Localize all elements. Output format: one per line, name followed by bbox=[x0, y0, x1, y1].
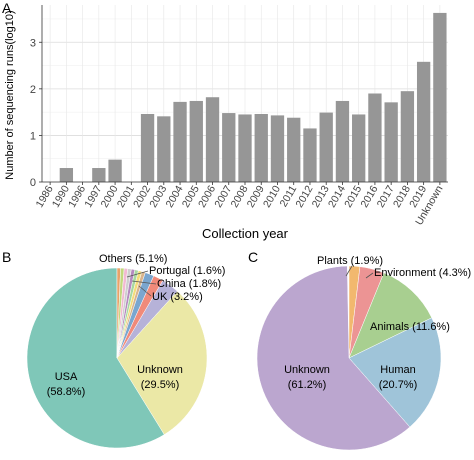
pie-b-label-others: Others (5.1%) bbox=[99, 253, 167, 265]
bar-2012 bbox=[303, 128, 317, 182]
pie-c-label-human: Human bbox=[380, 364, 415, 376]
pie-b-leader-portugal bbox=[126, 270, 149, 278]
pie-b-label-unknown: Unknown bbox=[137, 364, 183, 376]
bar-1990 bbox=[59, 168, 74, 182]
bar-chart-ytick-label: 0 bbox=[30, 177, 36, 189]
pie-b-label-portugal: Portugal (1.6%) bbox=[149, 265, 225, 277]
pie-b-leader-china bbox=[131, 280, 157, 285]
bar-2002 bbox=[140, 113, 155, 182]
pie-c-leader-environment bbox=[365, 272, 374, 279]
bar-2009 bbox=[254, 113, 268, 182]
bar-2014 bbox=[335, 100, 350, 182]
pie-c-slice-animals bbox=[348, 272, 433, 359]
bar-chart-ytick-label: 2 bbox=[30, 84, 36, 96]
pie-b-label-unknown-pct: (29.5%) bbox=[141, 379, 180, 391]
bar-chart-ytick-label: 1 bbox=[30, 130, 36, 142]
pie-b-slice-china bbox=[116, 275, 164, 359]
bar-2004 bbox=[173, 101, 187, 182]
pie-c-label-unknown: Unknown bbox=[284, 364, 330, 376]
pie-b-label-usa: USA bbox=[55, 371, 78, 383]
pie-c-slice-human bbox=[348, 317, 442, 428]
bar-2016 bbox=[368, 93, 382, 182]
bar-2015 bbox=[352, 114, 366, 182]
pie-chart-country bbox=[26, 267, 208, 449]
bar-1997 bbox=[92, 168, 106, 182]
pie-b-slice-unknown bbox=[116, 290, 208, 435]
bar-2007 bbox=[222, 113, 236, 182]
pie-b-label-usa-pct: (58.8%) bbox=[47, 386, 86, 398]
panel-c-letter: C bbox=[248, 249, 258, 265]
bar-2005 bbox=[189, 100, 203, 182]
bar-chart-ytick-label: 3 bbox=[30, 37, 36, 49]
bar-2008 bbox=[238, 114, 252, 182]
pie-c-label-animals: Animals (11.6%) bbox=[370, 321, 450, 333]
bar-chart-ylabel: Number of sequencing runs(log10) bbox=[4, 10, 16, 179]
panel-b-letter: B bbox=[2, 249, 11, 265]
pie-b-label-uk: UK (3.2%) bbox=[152, 291, 203, 303]
pie-c-label-human-pct: (20.7%) bbox=[379, 379, 418, 391]
pie-b-leader-uk bbox=[138, 285, 152, 297]
bar-2018 bbox=[400, 91, 415, 182]
bar-2019 bbox=[416, 61, 431, 182]
bar-chart-xtick-label: 2010 bbox=[261, 183, 283, 209]
pie-b-slice-usa bbox=[26, 267, 165, 449]
bar-chart-xlabel: Collection year bbox=[202, 226, 289, 241]
bar-2010 bbox=[270, 115, 285, 182]
bar-chart: 0123198619901996199720002001200220032004… bbox=[30, 5, 448, 227]
pie-b-label-china: China (1.8%) bbox=[157, 278, 221, 290]
bar-unknown bbox=[433, 12, 447, 182]
pie-c-label-environment: Environment (4.3%) bbox=[374, 267, 471, 279]
pie-c-label-unknown-pct: (61.2%) bbox=[288, 379, 327, 391]
panel-a-letter: A bbox=[2, 0, 12, 16]
bar-2013 bbox=[319, 112, 333, 182]
pie-c-label-plants: Plants (1.9%) bbox=[317, 255, 383, 267]
pie-c-leader-plants bbox=[345, 265, 353, 277]
pie-chart-source bbox=[256, 265, 442, 451]
bar-2006 bbox=[205, 97, 220, 182]
bar-2000 bbox=[108, 159, 122, 182]
bar-2011 bbox=[287, 117, 301, 182]
bar-2017 bbox=[384, 102, 398, 182]
pie-c-slice-unknown bbox=[256, 265, 411, 451]
bar-2003 bbox=[157, 116, 171, 182]
